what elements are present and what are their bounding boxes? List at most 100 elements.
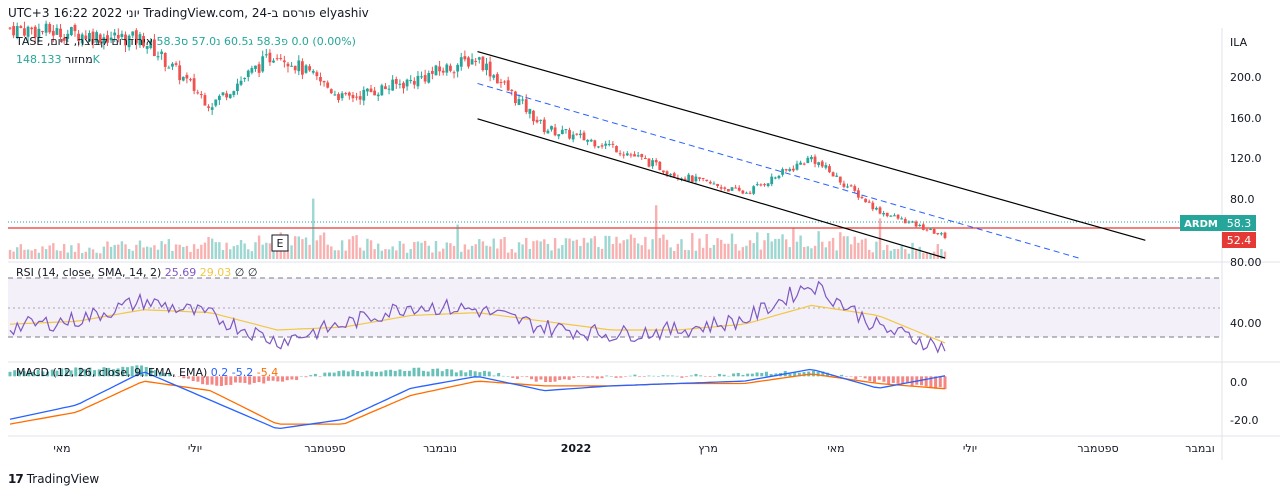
macd-hist-bar	[530, 376, 534, 380]
candle-body	[907, 221, 911, 223]
candle-body	[759, 184, 763, 186]
volume-bar	[914, 250, 918, 259]
main-legend[interactable]: אירודרום קבוצה, 1יום, TASE פ58.3 ג60.5 נ…	[16, 35, 356, 48]
legend-symbol[interactable]: אירודרום קבוצה, 1יום, TASE	[16, 35, 153, 48]
macd-hist-bar	[379, 371, 383, 377]
candle-body	[210, 107, 214, 110]
volume-bar	[579, 245, 582, 259]
volume-bar	[171, 250, 174, 259]
candle-body	[943, 232, 947, 238]
macd-hist-bar	[840, 374, 844, 377]
candle-body	[647, 158, 651, 167]
candle-body	[275, 58, 279, 60]
volume-bar	[73, 251, 77, 259]
time-label-jul22: יולי	[963, 442, 977, 455]
candle-body	[398, 83, 402, 85]
macd-hist-bar	[403, 371, 407, 377]
ticker-tag-bg	[1180, 215, 1222, 231]
macd-hist-bar	[464, 372, 468, 377]
macd-hist-bar	[689, 375, 693, 377]
volume-bar	[904, 249, 907, 259]
macd-legend[interactable]: MACD (12, 26, close, 9, EMA, EMA) 0.2 -5…	[16, 366, 278, 379]
macd-hist-bar	[78, 367, 82, 377]
candle-body	[102, 37, 106, 44]
volume-legend[interactable]: מחזור 148.133K	[16, 53, 100, 66]
volume-bar	[442, 248, 445, 259]
volume-bar	[431, 252, 434, 259]
candle-body	[914, 221, 918, 227]
candle-body	[629, 154, 633, 156]
candle-body	[88, 33, 91, 42]
volume-bar	[604, 235, 607, 259]
volume-bar	[319, 235, 322, 259]
volume-bar	[243, 243, 246, 259]
volume-bar	[337, 250, 340, 259]
macd-hist-bar	[520, 376, 524, 377]
volume-bar	[185, 245, 189, 259]
macd-hist-bar	[934, 376, 938, 389]
candle-body	[835, 175, 839, 177]
macd-hist-bar	[553, 376, 557, 382]
candle-body	[745, 192, 748, 194]
candle-body	[62, 37, 66, 41]
candle-body	[37, 28, 41, 38]
macd-hist-bar	[811, 370, 815, 377]
candle-body	[521, 99, 525, 101]
publish-caption: elyashiv פורסם ב-TradingView.com, 24 יונ…	[8, 6, 369, 20]
macd-hist-bar	[276, 376, 280, 382]
candle-body	[849, 185, 853, 187]
candle-body	[199, 94, 203, 96]
candle-body	[304, 65, 308, 73]
candle-body	[813, 156, 817, 164]
macd-hist-bar	[50, 369, 54, 377]
volume-bar	[532, 241, 535, 259]
macd-hist-bar	[243, 376, 247, 383]
candle-body	[853, 186, 857, 191]
macd-hist-bar	[140, 365, 144, 377]
volume-bar	[153, 245, 156, 259]
candle-body	[900, 218, 904, 220]
candle-body	[423, 75, 427, 82]
candle-body	[373, 90, 377, 96]
macd-hist-bar	[497, 373, 501, 377]
candle-body	[420, 76, 423, 78]
volume-bar	[293, 236, 297, 259]
macd-hist-bar	[929, 376, 933, 389]
macd-line	[9, 368, 946, 430]
volume-bar	[395, 250, 398, 259]
volume-bar	[673, 250, 676, 259]
macd-hist-bar	[356, 371, 360, 377]
volume-bar	[62, 243, 66, 259]
macd-hist-bar	[577, 376, 581, 378]
macd-hist-bar	[826, 372, 830, 377]
macd-hist-bar	[750, 373, 754, 377]
candle-body	[690, 175, 694, 182]
volume-bar	[640, 245, 643, 259]
volume-bar	[164, 244, 167, 259]
chart-header: elyashiv פורסם ב-TradingView.com, 24 יונ…	[0, 0, 1280, 28]
macd-hist-bar	[877, 376, 881, 380]
candle-body	[499, 82, 503, 84]
macd-hist-bar	[661, 375, 665, 377]
macd-hist-bar	[558, 376, 562, 381]
candle-body	[806, 157, 810, 164]
macd-hist-bar	[713, 376, 717, 377]
price-candles	[8, 20, 947, 240]
candle-body	[131, 31, 135, 36]
macd-hist-bar	[858, 376, 862, 377]
volume-bar	[499, 239, 503, 259]
macd-hist-bar	[539, 376, 543, 380]
volume-bar	[340, 240, 344, 259]
macd-hist-bar	[727, 375, 731, 377]
volume-bar	[745, 245, 748, 259]
macd-hist-bar	[586, 376, 590, 378]
candle-body	[41, 31, 44, 33]
macd-lines	[9, 368, 946, 430]
candle-body	[578, 133, 582, 136]
macd-hist-bar	[285, 376, 289, 381]
volume-bar	[59, 250, 62, 259]
candle-body	[860, 196, 864, 198]
rsi-legend[interactable]: RSI (14, close, SMA, 14, 2) 25.69 29.03 …	[16, 266, 257, 279]
candle-body	[109, 37, 113, 41]
